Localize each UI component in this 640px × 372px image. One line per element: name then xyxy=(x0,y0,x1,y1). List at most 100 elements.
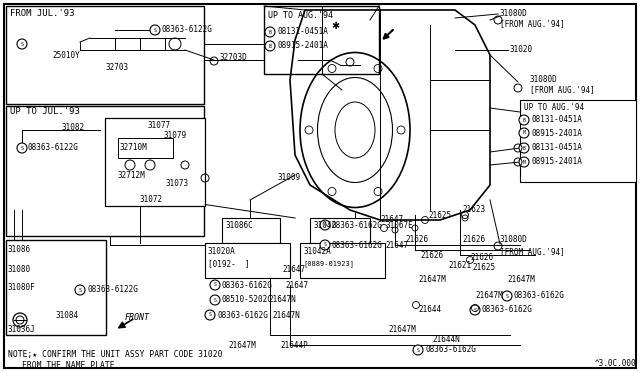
Text: 32703: 32703 xyxy=(105,62,128,71)
Text: 21647M: 21647M xyxy=(418,276,445,285)
Text: ^3.0C.000: ^3.0C.000 xyxy=(595,359,637,369)
Bar xyxy=(6,106,204,236)
Circle shape xyxy=(470,305,480,315)
Text: 21621: 21621 xyxy=(448,260,471,269)
Text: S: S xyxy=(474,308,476,312)
Text: 21644: 21644 xyxy=(418,305,441,314)
Text: S: S xyxy=(214,282,216,288)
Text: [0192-  ]: [0192- ] xyxy=(208,260,250,269)
Bar xyxy=(520,100,636,182)
Circle shape xyxy=(75,285,85,295)
Bar xyxy=(105,118,205,206)
Text: 08363-6162G: 08363-6162G xyxy=(514,292,565,301)
Bar xyxy=(205,243,290,278)
Text: 21625: 21625 xyxy=(428,211,451,219)
Bar xyxy=(222,218,280,243)
Text: 31080: 31080 xyxy=(8,266,31,275)
Circle shape xyxy=(320,220,330,230)
Circle shape xyxy=(320,240,330,250)
Text: UP TO AUG.'94: UP TO AUG.'94 xyxy=(268,12,333,20)
Text: S: S xyxy=(214,298,216,302)
Text: 08131-0451A: 08131-0451A xyxy=(531,144,582,153)
Text: 21644P: 21644P xyxy=(280,340,308,350)
Text: 08363-6122G: 08363-6122G xyxy=(87,285,138,295)
Bar xyxy=(264,6,379,74)
Text: S: S xyxy=(324,243,326,247)
Text: 31067E: 31067E xyxy=(386,221,413,230)
Text: 31086C: 31086C xyxy=(225,221,253,231)
Bar xyxy=(310,218,370,243)
Text: 21647: 21647 xyxy=(285,280,308,289)
Bar xyxy=(300,243,385,278)
Circle shape xyxy=(150,25,160,35)
Text: 21647N: 21647N xyxy=(268,295,296,305)
Text: 08363-6122G: 08363-6122G xyxy=(162,26,213,35)
Text: 31080D: 31080D xyxy=(500,235,528,244)
Text: UP TO JUL.'93: UP TO JUL.'93 xyxy=(10,108,80,116)
Text: M: M xyxy=(523,160,525,164)
Circle shape xyxy=(519,143,529,153)
Text: 21647M: 21647M xyxy=(475,291,503,299)
Text: 08915-2401A: 08915-2401A xyxy=(277,42,328,51)
Text: 21647: 21647 xyxy=(385,241,408,250)
Text: 08510-5202C: 08510-5202C xyxy=(222,295,273,305)
Text: 08363-6162G: 08363-6162G xyxy=(217,311,268,320)
Circle shape xyxy=(502,291,512,301)
Text: 08363-6122G: 08363-6122G xyxy=(28,144,79,153)
Text: 21647: 21647 xyxy=(380,215,403,224)
Circle shape xyxy=(519,157,529,167)
Text: 08363-6162G: 08363-6162G xyxy=(332,241,383,250)
Circle shape xyxy=(205,310,215,320)
Text: B: B xyxy=(523,145,525,151)
Circle shape xyxy=(413,345,423,355)
Text: FROM JUL.'93: FROM JUL.'93 xyxy=(10,10,74,19)
Text: 08363-6162G: 08363-6162G xyxy=(425,346,476,355)
Text: 08915-2401A: 08915-2401A xyxy=(531,128,582,138)
Text: 08363-6162G: 08363-6162G xyxy=(222,280,273,289)
Text: ✱: ✱ xyxy=(331,21,339,31)
Text: 31086: 31086 xyxy=(8,246,31,254)
Text: S: S xyxy=(20,42,24,46)
Text: [FROM AUG.'94]: [FROM AUG.'94] xyxy=(500,247,564,257)
Text: 21626: 21626 xyxy=(470,253,493,263)
Text: 21647M: 21647M xyxy=(507,276,535,285)
Text: 31020: 31020 xyxy=(510,45,533,55)
Text: NOTE;★ CONFIRM THE UNIT ASSY PART CODE 31020: NOTE;★ CONFIRM THE UNIT ASSY PART CODE 3… xyxy=(8,350,223,359)
Circle shape xyxy=(17,39,27,49)
Text: 08131-0451A: 08131-0451A xyxy=(277,28,328,36)
Circle shape xyxy=(265,27,275,37)
Text: 31036J: 31036J xyxy=(8,326,36,334)
Text: 21626: 21626 xyxy=(462,235,485,244)
Text: B: B xyxy=(269,44,271,48)
Text: 31073: 31073 xyxy=(165,179,188,187)
Text: 08131-0451A: 08131-0451A xyxy=(531,115,582,125)
Text: [0889-01923]: [0889-01923] xyxy=(303,261,354,267)
Text: 21647M: 21647M xyxy=(228,340,256,350)
Text: 31079: 31079 xyxy=(163,131,186,141)
Bar xyxy=(6,240,106,335)
Text: 21626: 21626 xyxy=(420,250,443,260)
Text: S: S xyxy=(20,145,24,151)
Text: 31009: 31009 xyxy=(278,173,301,183)
Text: 31042A: 31042A xyxy=(303,247,331,257)
Text: UP TO AUG.'94: UP TO AUG.'94 xyxy=(524,103,584,112)
Text: 25010Y: 25010Y xyxy=(52,51,80,60)
Text: 21644N: 21644N xyxy=(432,336,460,344)
Text: [FROM AUG.'94]: [FROM AUG.'94] xyxy=(530,86,595,94)
Text: 21647N: 21647N xyxy=(272,311,300,320)
Text: 21647: 21647 xyxy=(282,266,305,275)
Text: 21626: 21626 xyxy=(405,235,428,244)
Circle shape xyxy=(265,41,275,51)
Text: 32703D: 32703D xyxy=(220,54,248,62)
Text: 31077: 31077 xyxy=(148,122,171,131)
Text: 32710M: 32710M xyxy=(120,144,148,153)
Text: [FROM AUG.'94]: [FROM AUG.'94] xyxy=(500,19,564,29)
Text: 31084: 31084 xyxy=(55,311,78,320)
Text: S: S xyxy=(79,288,81,292)
Text: S: S xyxy=(417,347,419,353)
Text: B: B xyxy=(269,29,271,35)
Text: S: S xyxy=(154,28,156,32)
Text: S: S xyxy=(506,294,508,298)
Text: 21647M: 21647M xyxy=(388,326,416,334)
Text: 31080F: 31080F xyxy=(8,283,36,292)
